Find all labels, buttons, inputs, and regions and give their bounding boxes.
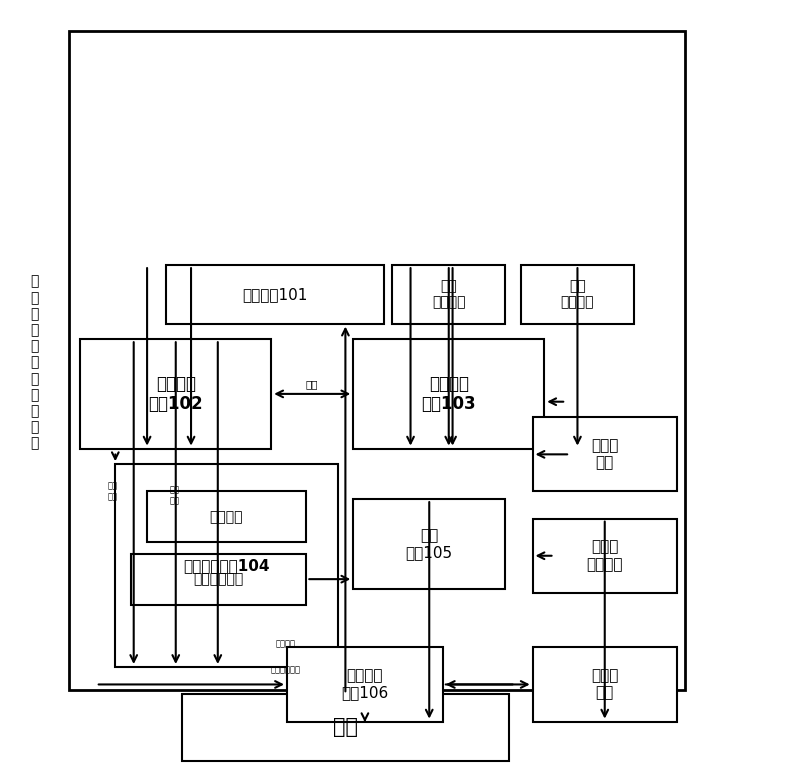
Text: 显示
开关模块: 显示 开关模块: [561, 279, 594, 310]
Text: 显示控制命令: 显示控制命令: [270, 665, 301, 675]
Bar: [146, 491, 306, 542]
Text: 蜂鸣
开关模块: 蜂鸣 开关模块: [432, 279, 466, 310]
Text: 第一控制
模块102: 第一控制 模块102: [149, 374, 203, 413]
Text: 通信: 通信: [306, 379, 318, 388]
Text: 显示
模块105: 显示 模块105: [406, 528, 453, 560]
Bar: [533, 519, 677, 593]
Bar: [533, 417, 677, 491]
Bar: [521, 265, 634, 324]
Bar: [69, 31, 685, 690]
Text: 信息反馈单元: 信息反馈单元: [194, 573, 244, 586]
Text: 主机: 主机: [333, 718, 358, 737]
Text: 显示驱动模块104: 显示驱动模块104: [183, 558, 270, 573]
Text: 蜂鸣器
模块: 蜂鸣器 模块: [591, 668, 618, 700]
Text: 驱动单元: 驱动单元: [210, 510, 243, 523]
Bar: [182, 694, 510, 760]
Text: 显示使能: 显示使能: [275, 640, 295, 649]
Bar: [166, 265, 385, 324]
Text: 蜂鸣器
驱动模块: 蜂鸣器 驱动模块: [586, 540, 623, 572]
Bar: [115, 464, 338, 667]
Text: 显示
数据: 显示 数据: [170, 486, 180, 505]
Bar: [287, 647, 443, 722]
Bar: [392, 265, 506, 324]
Text: 第二控制
模块103: 第二控制 模块103: [422, 374, 476, 413]
Text: 显示
使能: 显示 使能: [108, 482, 118, 501]
Bar: [131, 554, 306, 604]
Bar: [354, 499, 506, 589]
Text: 电源模块101: 电源模块101: [242, 287, 308, 302]
Text: 车
载
轨
道
电
路
信
号
显
示
器: 车 载 轨 道 电 路 信 号 显 示 器: [30, 275, 39, 451]
Bar: [533, 647, 677, 722]
Text: 输出反馈
模块106: 输出反馈 模块106: [342, 668, 389, 700]
Bar: [354, 339, 544, 448]
Bar: [80, 339, 271, 448]
Text: 指示灯
模块: 指示灯 模块: [591, 438, 618, 470]
